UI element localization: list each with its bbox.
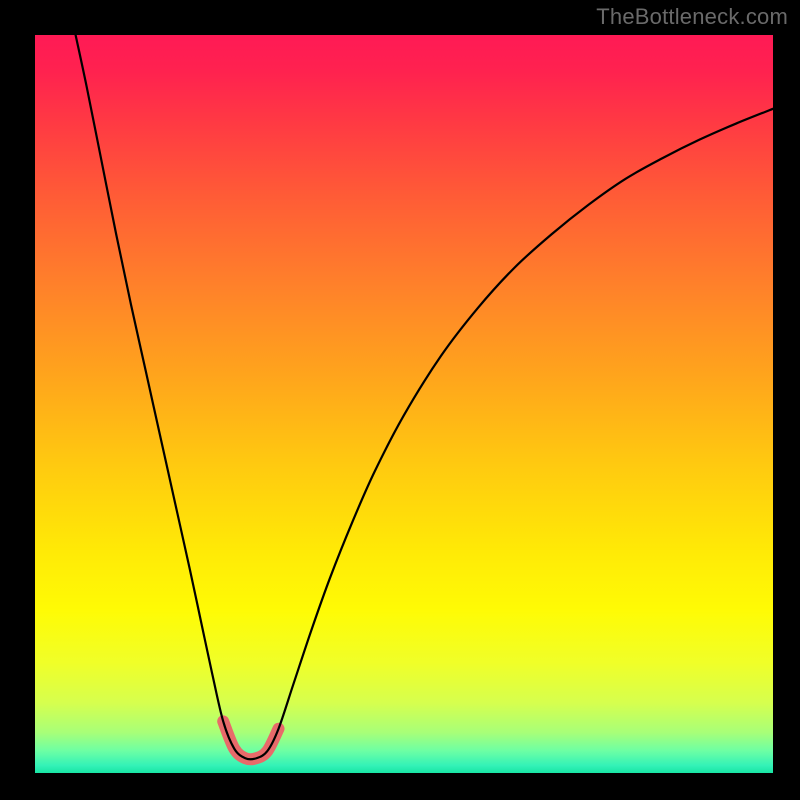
curve-trough-highlight [223,721,278,759]
source-watermark: TheBottleneck.com [596,4,788,30]
bottleneck-curve-chart [0,0,800,800]
bottleneck-curve-line [76,35,773,759]
chart-stage: TheBottleneck.com [0,0,800,800]
